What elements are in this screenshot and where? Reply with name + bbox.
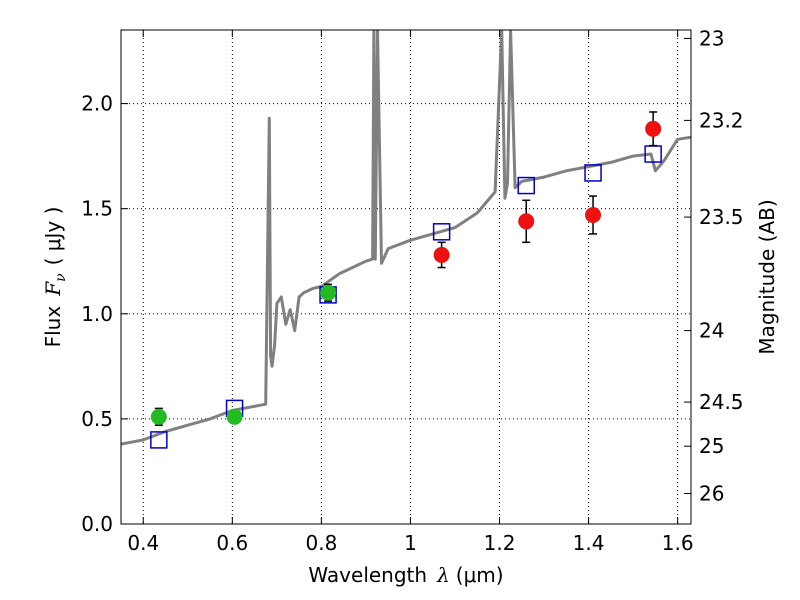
y-tick-label: 0.5 [81, 407, 113, 431]
observed-point-green [150, 408, 167, 425]
observed-point-green [320, 284, 337, 301]
magnitude-tick-label: 23 [699, 26, 724, 50]
plot-frame [120, 29, 692, 525]
x-axis-title-unit: (μm) [456, 563, 504, 587]
axis-ticks: 0.4 0.6 0.8 1 1.2 1.4 1.6 0.0 0.5 1.0 1.5 2.0 23 23.2… [81, 26, 743, 555]
magnitude-tick-label: 25 [699, 434, 724, 458]
observed-point-red [518, 213, 535, 230]
plot-background [121, 30, 691, 524]
spectrum-line [121, 30, 691, 446]
model-point-square [517, 176, 535, 195]
y-tick-label: 0.0 [81, 512, 113, 536]
y-axis-title-unit: ( μJy ) [41, 207, 65, 266]
magnitude-tick-label: 23.2 [699, 108, 744, 132]
y-axis-title: Flux Fν ( μJy ) [41, 207, 69, 348]
magnitude-tick-label: 24.5 [699, 390, 744, 414]
x-tick-label: 1.2 [484, 531, 516, 555]
observed-point-red [645, 120, 662, 137]
x-tick-label: 1.4 [573, 531, 605, 555]
magnitude-tick-label: 26 [699, 482, 724, 506]
magnitude-tick-label: 24 [699, 319, 724, 343]
x-tick-label: 0.4 [127, 531, 159, 555]
observed-point-green [226, 408, 243, 425]
x-axis-title-prefix: Wavelength [308, 563, 427, 587]
observed-point-red [433, 246, 450, 263]
observed-points [150, 111, 662, 426]
y-axis-title-prefix: Flux [41, 306, 65, 348]
y-tick-label: 1.5 [81, 197, 113, 221]
x-axis-title-symbol: λ [436, 563, 450, 587]
x-tick-label: 1.6 [662, 531, 694, 555]
model-point-square [150, 431, 168, 449]
x-tick-label: 0.8 [305, 531, 337, 555]
observed-point-red [585, 206, 602, 223]
model-point-square [432, 223, 451, 241]
magnitude-tick-label: 23.5 [699, 205, 744, 229]
y-axis-title-symbol: F [41, 281, 65, 297]
model-point-square [584, 164, 602, 182]
y-tick-label: 1.0 [81, 302, 113, 326]
x-tick-label: 1 [404, 531, 417, 555]
x-axis-title: Wavelength λ (μm) [308, 563, 503, 587]
spectrum-layer [121, 30, 691, 446]
x-tick-label: 0.6 [216, 531, 248, 555]
y-axis-title-subscript: ν [53, 273, 69, 282]
y2-axis-title: Magnitude (AB) [755, 199, 779, 354]
y-tick-label: 2.0 [81, 92, 113, 116]
